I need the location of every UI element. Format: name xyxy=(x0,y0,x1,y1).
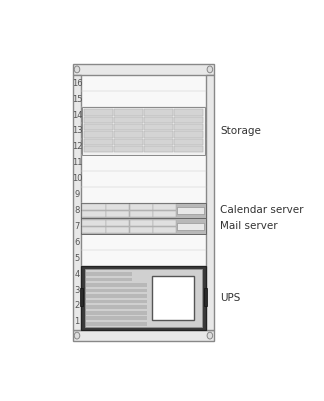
Text: 16: 16 xyxy=(72,79,82,88)
Bar xyxy=(80,288,83,306)
Bar xyxy=(178,207,204,214)
Bar xyxy=(81,219,205,234)
Bar xyxy=(86,316,147,320)
Text: 11: 11 xyxy=(72,158,82,167)
Bar xyxy=(84,146,113,152)
Bar xyxy=(81,203,205,219)
Bar xyxy=(81,266,205,330)
Bar xyxy=(174,132,203,138)
Bar xyxy=(86,305,147,309)
Bar xyxy=(106,220,129,226)
Bar xyxy=(82,211,106,217)
Bar xyxy=(114,124,143,130)
Bar xyxy=(73,330,214,342)
Bar xyxy=(81,75,206,330)
Bar xyxy=(86,289,147,292)
Bar xyxy=(174,139,203,145)
Text: Mail server: Mail server xyxy=(220,221,278,231)
Bar xyxy=(114,132,143,138)
Text: 5: 5 xyxy=(75,254,80,263)
Circle shape xyxy=(74,66,80,73)
Bar xyxy=(153,227,177,233)
Bar xyxy=(153,220,177,226)
Bar xyxy=(106,227,129,233)
Bar xyxy=(144,117,173,123)
Text: 12: 12 xyxy=(72,142,82,151)
Circle shape xyxy=(207,332,213,339)
Bar xyxy=(86,283,147,287)
Text: 7: 7 xyxy=(74,222,80,231)
Bar xyxy=(73,75,81,330)
Bar xyxy=(144,146,173,152)
Bar xyxy=(82,220,106,226)
Bar xyxy=(85,269,202,327)
Text: 10: 10 xyxy=(72,174,82,183)
Bar xyxy=(130,211,153,217)
Bar xyxy=(82,204,106,210)
Bar xyxy=(130,227,153,233)
Text: 3: 3 xyxy=(74,286,80,294)
Bar xyxy=(153,211,177,217)
Bar xyxy=(144,139,173,145)
Bar xyxy=(86,272,132,276)
Text: 6: 6 xyxy=(74,238,80,247)
Bar xyxy=(84,139,113,145)
Bar xyxy=(174,124,203,130)
Text: 4: 4 xyxy=(75,269,80,279)
Bar xyxy=(174,146,203,152)
Text: Calendar server: Calendar server xyxy=(220,205,304,215)
Bar xyxy=(153,204,177,210)
Bar xyxy=(144,109,173,116)
Bar xyxy=(82,107,205,155)
Text: 15: 15 xyxy=(72,95,82,103)
Bar xyxy=(174,117,203,123)
Bar xyxy=(114,109,143,116)
Bar xyxy=(206,75,214,330)
Bar xyxy=(84,117,113,123)
Text: 13: 13 xyxy=(72,126,82,136)
Text: 14: 14 xyxy=(72,111,82,119)
Bar xyxy=(106,211,129,217)
Bar xyxy=(144,124,173,130)
Bar xyxy=(130,204,153,210)
Bar xyxy=(152,276,194,320)
Bar xyxy=(144,132,173,138)
Circle shape xyxy=(207,66,213,73)
Bar xyxy=(130,220,153,226)
Bar xyxy=(84,109,113,116)
Text: Storage: Storage xyxy=(220,126,261,136)
Bar xyxy=(114,146,143,152)
Bar xyxy=(86,311,147,314)
Text: UPS: UPS xyxy=(220,293,240,303)
Bar xyxy=(178,223,204,230)
Bar xyxy=(106,204,129,210)
Text: 9: 9 xyxy=(75,190,80,199)
Circle shape xyxy=(74,332,80,339)
Text: 1: 1 xyxy=(75,317,80,326)
Bar xyxy=(174,109,203,116)
Bar xyxy=(82,227,106,233)
Bar xyxy=(84,124,113,130)
Bar xyxy=(114,117,143,123)
Text: 8: 8 xyxy=(74,206,80,215)
Bar xyxy=(86,294,147,298)
Bar xyxy=(86,322,147,326)
Bar xyxy=(73,63,214,75)
Text: 2: 2 xyxy=(75,302,80,310)
Bar xyxy=(84,132,113,138)
Bar xyxy=(204,288,207,306)
Bar xyxy=(86,300,147,304)
Bar xyxy=(86,277,132,282)
Bar xyxy=(114,139,143,145)
